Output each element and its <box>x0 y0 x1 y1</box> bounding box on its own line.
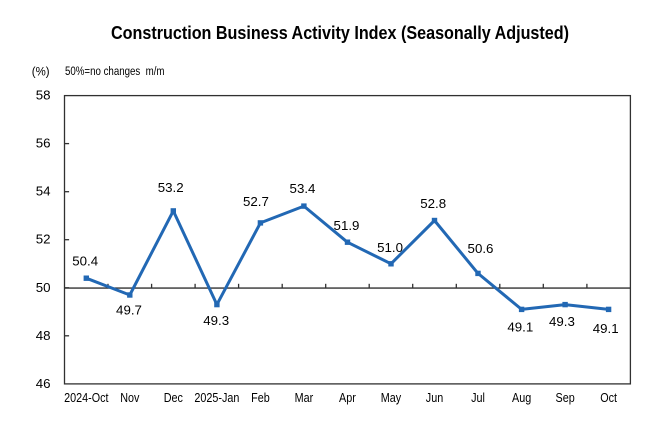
svg-text:49.1: 49.1 <box>507 319 533 334</box>
svg-text:51.0: 51.0 <box>377 240 403 255</box>
svg-text:49.1: 49.1 <box>593 321 619 336</box>
svg-text:Oct: Oct <box>600 390 617 405</box>
svg-text:52.8: 52.8 <box>420 196 446 211</box>
svg-text:2025-Jan: 2025-Jan <box>194 390 239 405</box>
svg-text:50: 50 <box>36 280 51 295</box>
svg-text:50.6: 50.6 <box>468 241 494 256</box>
svg-text:Sep: Sep <box>556 390 575 405</box>
svg-text:May: May <box>381 390 402 405</box>
svg-text:54: 54 <box>36 184 51 199</box>
svg-text:Feb: Feb <box>251 390 270 405</box>
svg-text:50.4: 50.4 <box>72 254 98 269</box>
svg-text:56: 56 <box>36 136 51 151</box>
svg-text:48: 48 <box>36 328 51 343</box>
svg-text:Dec: Dec <box>164 390 183 405</box>
svg-text:46: 46 <box>36 376 51 391</box>
svg-text:52.7: 52.7 <box>243 194 269 209</box>
svg-text:Nov: Nov <box>120 390 139 405</box>
svg-text:53.4: 53.4 <box>290 181 316 196</box>
svg-text:49.3: 49.3 <box>549 314 575 329</box>
svg-text:58: 58 <box>36 88 51 103</box>
svg-text:(%): (%) <box>32 64 50 78</box>
svg-text:50%=no changes m/m: 50%=no changes m/m <box>65 64 165 78</box>
svg-text:53.2: 53.2 <box>158 180 184 195</box>
svg-text:2024-Oct: 2024-Oct <box>64 390 109 405</box>
svg-text:52: 52 <box>36 232 51 247</box>
svg-text:Jul: Jul <box>471 390 485 405</box>
svg-text:Mar: Mar <box>295 390 314 405</box>
svg-text:Aug: Aug <box>512 390 531 405</box>
svg-text:51.9: 51.9 <box>334 218 360 233</box>
svg-text:Apr: Apr <box>339 390 356 405</box>
svg-text:Jun: Jun <box>426 390 443 405</box>
svg-text:49.3: 49.3 <box>203 313 229 328</box>
svg-text:49.7: 49.7 <box>116 303 142 318</box>
svg-text:Construction Business Activity: Construction Business Activity Index (Se… <box>111 22 569 43</box>
